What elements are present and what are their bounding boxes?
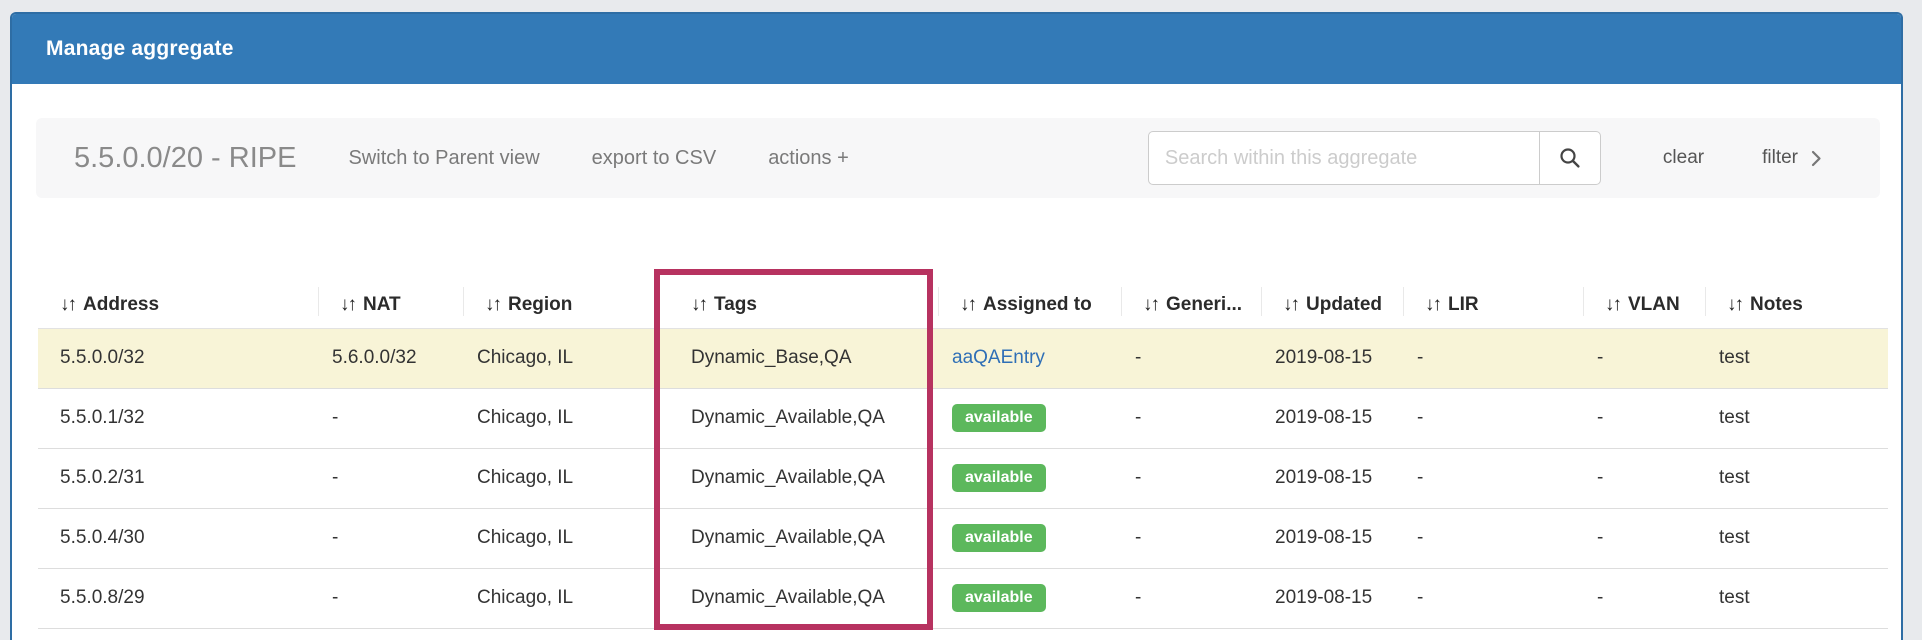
sort-icon: ↓↑ bbox=[1425, 293, 1442, 315]
cell-region: Chicago, IL bbox=[463, 568, 659, 629]
availability-badge: available bbox=[952, 524, 1046, 552]
cell-generic: - bbox=[1121, 448, 1261, 509]
table-header-row: ↓↑ Address ↓↑ NAT ↓↑ Region ↓↑ Tags ↓↑ Assign… bbox=[38, 282, 1888, 329]
table-row[interactable]: 5.5.0.0/32 5.6.0.0/32 Chicago, IL Dynami… bbox=[38, 328, 1888, 389]
cell-address: 5.5.0.0/32 bbox=[38, 328, 318, 389]
cell-generic: - bbox=[1121, 328, 1261, 389]
availability-badge: available bbox=[952, 584, 1046, 612]
cell-notes: test bbox=[1705, 328, 1888, 389]
cell-address: 5.5.0.1/32 bbox=[38, 388, 318, 449]
cell-notes: test bbox=[1705, 508, 1888, 569]
cell-assigned-to: available bbox=[938, 568, 1121, 629]
availability-badge: available bbox=[952, 404, 1046, 432]
aggregate-table: ↓↑ Address ↓↑ NAT ↓↑ Region ↓↑ Tags ↓↑ Assign… bbox=[38, 282, 1888, 629]
cell-tags: Dynamic_Available,QA bbox=[659, 568, 938, 629]
table-row[interactable]: 5.5.0.4/30 - Chicago, IL Dynamic_Availab… bbox=[38, 508, 1888, 569]
sort-icon: ↓↑ bbox=[1143, 293, 1160, 315]
cell-nat: - bbox=[318, 568, 463, 629]
column-header-lir[interactable]: ↓↑ LIR bbox=[1403, 282, 1583, 329]
cell-updated: 2019-08-15 bbox=[1261, 448, 1403, 509]
chevron-right-icon bbox=[1811, 150, 1822, 167]
column-header-nat[interactable]: ↓↑ NAT bbox=[318, 282, 463, 329]
cell-assigned-to: available bbox=[938, 388, 1121, 449]
cell-generic: - bbox=[1121, 388, 1261, 449]
cell-lir: - bbox=[1403, 448, 1583, 509]
column-header-assigned-to[interactable]: ↓↑ Assigned to bbox=[938, 282, 1121, 329]
column-header-notes[interactable]: ↓↑ Notes bbox=[1705, 282, 1888, 329]
sort-icon: ↓↑ bbox=[691, 293, 708, 315]
cell-nat: - bbox=[318, 448, 463, 509]
cell-assigned-to: aaQAEntry bbox=[938, 328, 1121, 389]
cell-region: Chicago, IL bbox=[463, 448, 659, 509]
filter-label: filter bbox=[1762, 147, 1798, 168]
cell-updated: 2019-08-15 bbox=[1261, 388, 1403, 449]
cell-vlan: - bbox=[1583, 568, 1705, 629]
cell-address: 5.5.0.2/31 bbox=[38, 448, 318, 509]
cell-address: 5.5.0.8/29 bbox=[38, 568, 318, 629]
sort-icon: ↓↑ bbox=[1727, 293, 1744, 315]
assigned-entry-link[interactable]: aaQAEntry bbox=[952, 347, 1045, 368]
panel-header: Manage aggregate bbox=[12, 14, 1901, 84]
cell-generic: - bbox=[1121, 508, 1261, 569]
column-header-tags[interactable]: ↓↑ Tags bbox=[659, 282, 938, 329]
cell-region: Chicago, IL bbox=[463, 388, 659, 449]
actions-menu[interactable]: actions + bbox=[768, 146, 849, 169]
sort-icon: ↓↑ bbox=[1283, 293, 1300, 315]
column-header-vlan[interactable]: ↓↑ VLAN bbox=[1583, 282, 1705, 329]
cell-updated: 2019-08-15 bbox=[1261, 508, 1403, 569]
manage-aggregate-panel: Manage aggregate 5.5.0.0/20 - RIPE Switc… bbox=[10, 12, 1903, 640]
clear-link[interactable]: clear bbox=[1662, 147, 1705, 168]
cell-region: Chicago, IL bbox=[463, 508, 659, 569]
filter-link[interactable]: filter bbox=[1762, 147, 1822, 169]
table-row[interactable]: 5.5.0.2/31 - Chicago, IL Dynamic_Availab… bbox=[38, 448, 1888, 509]
page-title: Manage aggregate bbox=[46, 37, 234, 60]
cell-lir: - bbox=[1403, 388, 1583, 449]
table-row[interactable]: 5.5.0.1/32 - Chicago, IL Dynamic_Availab… bbox=[38, 388, 1888, 449]
cell-notes: test bbox=[1705, 448, 1888, 509]
search-icon bbox=[1559, 147, 1581, 169]
cell-vlan: - bbox=[1583, 388, 1705, 449]
cell-lir: - bbox=[1403, 328, 1583, 389]
column-header-address[interactable]: ↓↑ Address bbox=[38, 282, 318, 329]
table-row[interactable]: 5.5.0.8/29 - Chicago, IL Dynamic_Availab… bbox=[38, 568, 1888, 629]
cell-tags: Dynamic_Available,QA bbox=[659, 388, 938, 449]
cell-assigned-to: available bbox=[938, 508, 1121, 569]
column-header-region[interactable]: ↓↑ Region bbox=[463, 282, 659, 329]
sort-icon: ↓↑ bbox=[1605, 293, 1622, 315]
cell-vlan: - bbox=[1583, 448, 1705, 509]
export-csv-link[interactable]: export to CSV bbox=[591, 146, 717, 169]
cell-updated: 2019-08-15 bbox=[1261, 328, 1403, 389]
cell-region: Chicago, IL bbox=[463, 328, 659, 389]
search-input[interactable] bbox=[1147, 131, 1540, 185]
availability-badge: available bbox=[952, 464, 1046, 492]
cell-tags: Dynamic_Available,QA bbox=[659, 448, 938, 509]
cell-address: 5.5.0.4/30 bbox=[38, 508, 318, 569]
cell-nat: - bbox=[318, 388, 463, 449]
cell-lir: - bbox=[1403, 568, 1583, 629]
sort-icon: ↓↑ bbox=[340, 293, 357, 315]
sort-icon: ↓↑ bbox=[60, 293, 77, 315]
toolbar: 5.5.0.0/20 - RIPE Switch to Parent view … bbox=[36, 118, 1880, 198]
search-button[interactable] bbox=[1538, 131, 1601, 185]
cell-tags: Dynamic_Base,QA bbox=[659, 328, 938, 389]
cell-notes: test bbox=[1705, 568, 1888, 629]
switch-parent-view-link[interactable]: Switch to Parent view bbox=[348, 146, 540, 169]
cell-tags: Dynamic_Available,QA bbox=[659, 508, 938, 569]
cell-nat: 5.6.0.0/32 bbox=[318, 328, 463, 389]
aggregate-title: 5.5.0.0/20 - RIPE bbox=[74, 141, 297, 174]
cell-lir: - bbox=[1403, 508, 1583, 569]
sort-icon: ↓↑ bbox=[960, 293, 977, 315]
sort-icon: ↓↑ bbox=[485, 293, 502, 315]
cell-assigned-to: available bbox=[938, 448, 1121, 509]
cell-updated: 2019-08-15 bbox=[1261, 568, 1403, 629]
column-header-generic[interactable]: ↓↑ Generi... bbox=[1121, 282, 1261, 329]
search-group bbox=[1147, 131, 1601, 185]
cell-notes: test bbox=[1705, 388, 1888, 449]
cell-generic: - bbox=[1121, 568, 1261, 629]
column-header-updated[interactable]: ↓↑ Updated bbox=[1261, 282, 1403, 329]
cell-vlan: - bbox=[1583, 508, 1705, 569]
cell-vlan: - bbox=[1583, 328, 1705, 389]
cell-nat: - bbox=[318, 508, 463, 569]
